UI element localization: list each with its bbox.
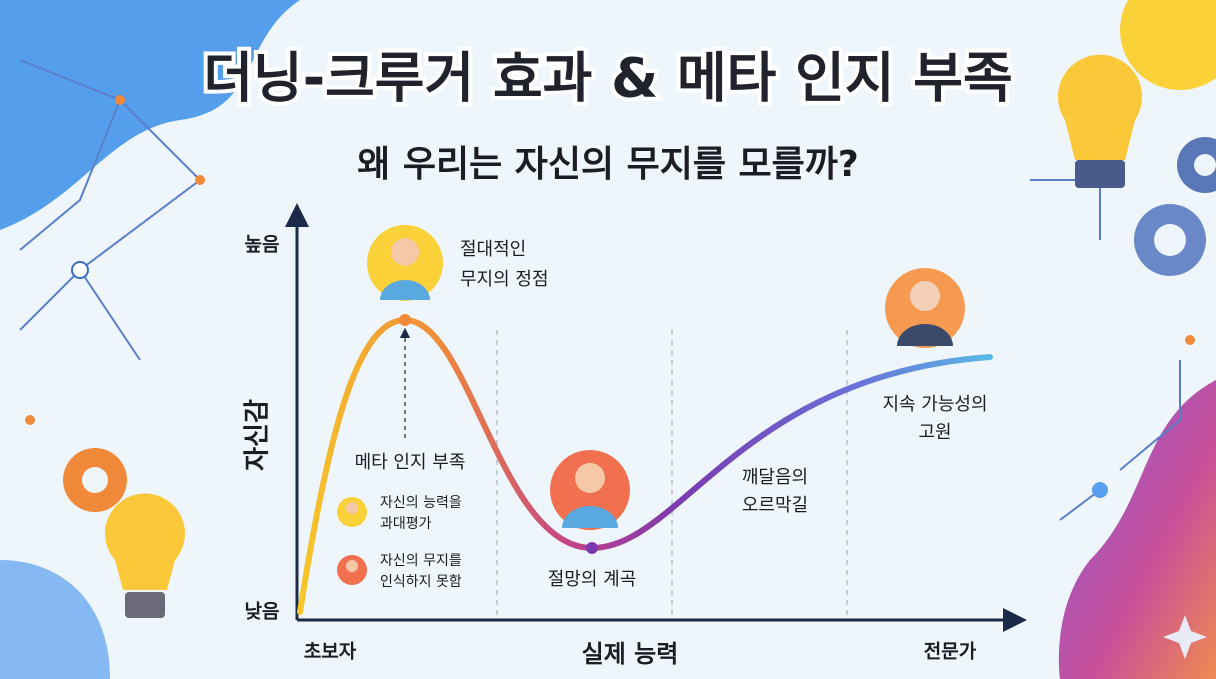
valley-dot bbox=[586, 542, 598, 554]
x-end: 전문가 bbox=[924, 641, 977, 663]
y-high: 높음 bbox=[245, 234, 280, 256]
decorations-part-part bbox=[115, 95, 125, 105]
icons-part bbox=[562, 506, 618, 528]
decorations-part-part bbox=[1185, 335, 1195, 345]
icons-part bbox=[910, 281, 940, 311]
decorations-part bbox=[125, 592, 165, 618]
decorations-part-part bbox=[19, 59, 202, 361]
decorations-part bbox=[105, 493, 186, 590]
x-axis-label: 실제 능력 bbox=[582, 640, 679, 668]
annotation: 오르막길 bbox=[742, 495, 808, 516]
decorations-part bbox=[71, 261, 89, 279]
decorations-part-part bbox=[25, 415, 35, 425]
dividers bbox=[496, 330, 848, 618]
decorations-part bbox=[1120, 0, 1216, 90]
decorations-part-part bbox=[195, 175, 205, 185]
decorations-part bbox=[1058, 54, 1142, 160]
decorations-part bbox=[1134, 204, 1206, 276]
icons-part bbox=[391, 238, 419, 266]
x-start: 초보자 bbox=[304, 641, 357, 663]
decorations-part bbox=[1075, 160, 1125, 188]
icons-part bbox=[897, 324, 953, 346]
decorations-part bbox=[1163, 615, 1207, 659]
decorations-part bbox=[1092, 482, 1108, 498]
decorations-part bbox=[25, 95, 1195, 425]
decorations-part bbox=[0, 560, 110, 679]
axes bbox=[285, 203, 1027, 632]
annotation: 과대평가 bbox=[380, 516, 432, 532]
annotation: 절망의 계곡 bbox=[548, 569, 637, 590]
icons bbox=[337, 225, 965, 585]
decorations-part bbox=[0, 0, 300, 230]
title: 더닝-크루거 효과 & 메타 인지 부족 bbox=[203, 47, 1012, 110]
annotation: 자신의 무지를 bbox=[380, 553, 462, 569]
decorations-part-part bbox=[1154, 224, 1186, 256]
decorations-part bbox=[1177, 137, 1216, 193]
icons-part bbox=[380, 280, 430, 300]
annotation: 절대적인 bbox=[460, 239, 526, 260]
y-axis-label: 자신감 bbox=[243, 399, 273, 471]
decorations-part bbox=[1058, 380, 1216, 679]
annotation: 고원 bbox=[918, 422, 951, 443]
decorations-part-part bbox=[1194, 154, 1216, 176]
annotation: 인식하지 못함 bbox=[380, 574, 462, 590]
subtitle: 왜 우리는 자신의 무지를 모를까? bbox=[357, 144, 859, 185]
decorations-part bbox=[82, 467, 108, 493]
icons-part bbox=[346, 560, 358, 572]
annotation: 무지의 정점 bbox=[460, 269, 549, 290]
annotation: 깨달음의 bbox=[742, 467, 808, 488]
decorations-part bbox=[19, 59, 1181, 521]
confidence-curve bbox=[297, 316, 993, 615]
annotation: 지속 가능성의 bbox=[882, 394, 987, 415]
peak-dot bbox=[399, 314, 411, 326]
icons-part bbox=[575, 463, 605, 493]
annotation: 자신의 능력을 bbox=[380, 495, 462, 511]
annotation: 메타 인지 부족 bbox=[355, 452, 466, 473]
icons-part bbox=[346, 502, 358, 514]
y-low: 낮음 bbox=[245, 601, 280, 623]
